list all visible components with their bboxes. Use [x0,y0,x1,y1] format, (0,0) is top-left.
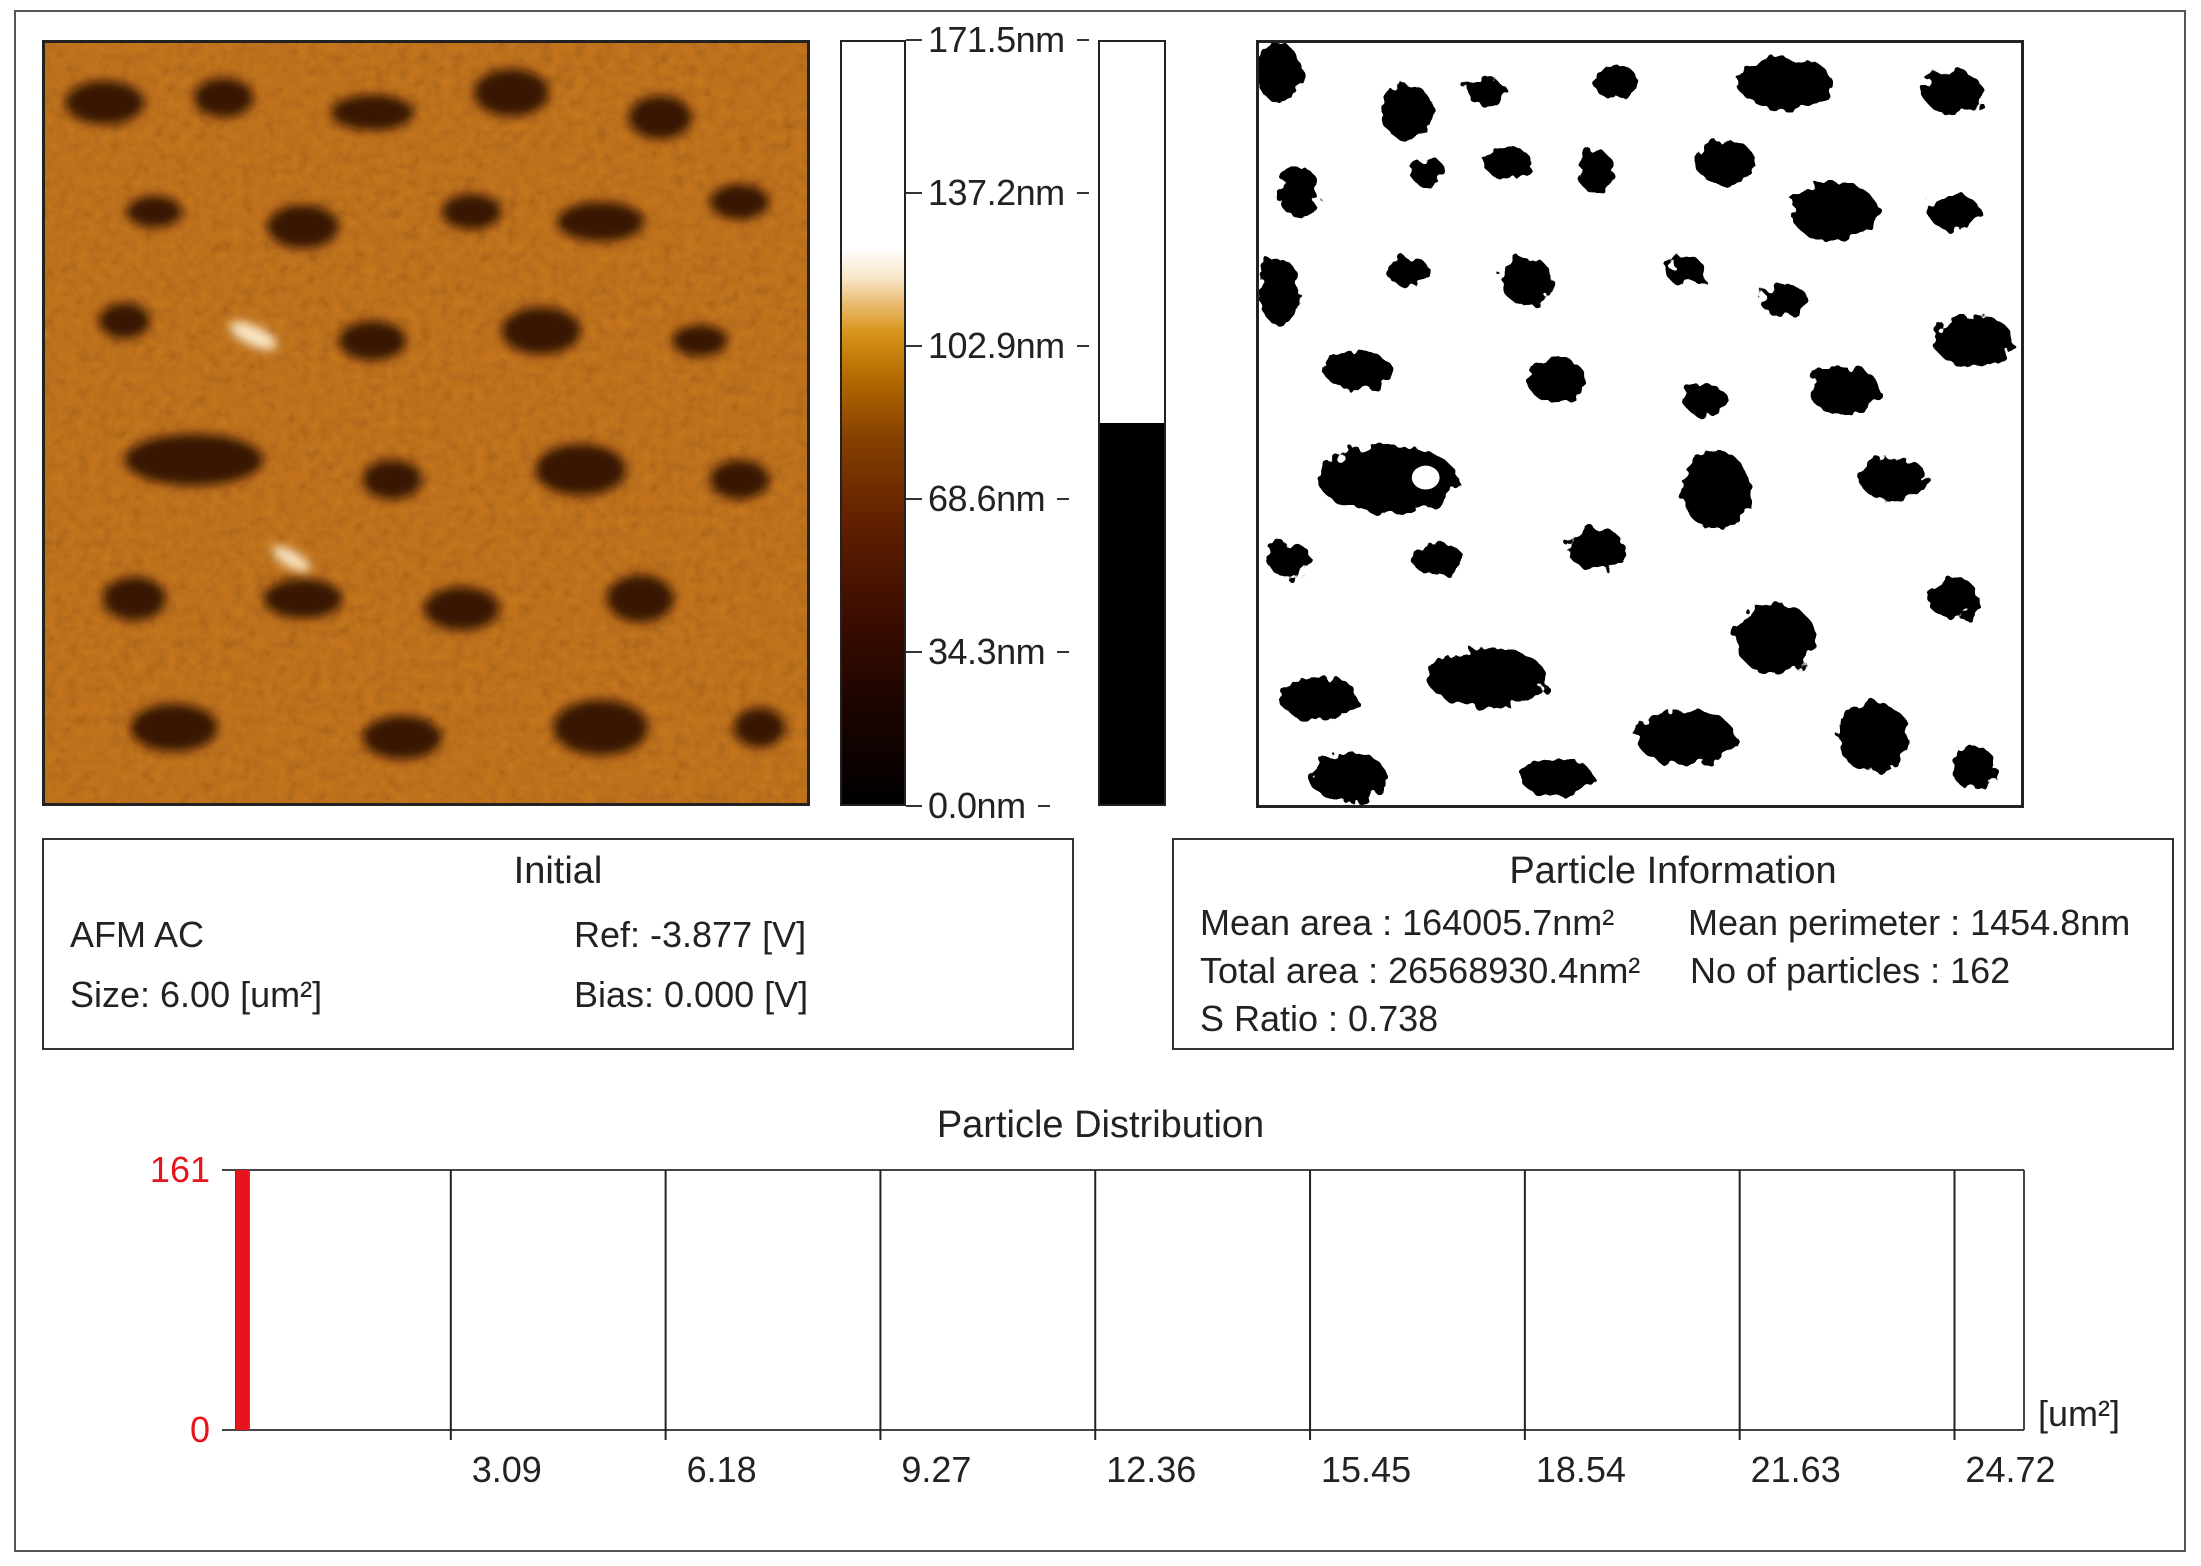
particle-count: No of particles : 162 [1690,950,2011,991]
scale-tick-label: 0.0nm [928,785,1026,826]
height-scale-ticks: 171.5nm 137.2nm 102.9nm 68.6nm 34.3nm 0.… [906,19,1096,826]
mean-perimeter: Mean perimeter : 1454.8nm [1688,902,2131,943]
scale-tick-label: 102.9nm [928,325,1065,366]
distribution-title: Particle Distribution [936,1104,1265,1146]
threshold-fill [1100,423,1164,804]
s-ratio: S Ratio : 0.738 [1200,998,1439,1039]
scale-tick-label: 34.3nm [928,631,1046,672]
bias-voltage: Bias: 0.000 [V] [574,974,809,1015]
threshold-bar[interactable] [1098,40,1166,806]
afm-topography-image [42,40,810,806]
scale-tick: 0.0nm [906,785,1050,826]
height-color-scale [840,40,906,806]
particle-info-panel: Particle Information Mean area : 164005.… [1172,838,2174,1050]
particle-info-title: Particle Information [1509,850,1837,892]
scale-tick-label: 137.2nm [928,172,1065,213]
total-area: Total area : 26568930.4nm² [1200,950,1641,991]
scan-size: Size: 6.00 [um²] [70,974,323,1015]
scale-tick: 171.5nm [906,19,1089,60]
particle-binary-image [1256,40,2024,808]
reference-voltage: Ref: -3.877 [V] [574,914,807,955]
scale-tick: 34.3nm [906,631,1070,672]
scale-tick: 68.6nm [906,478,1070,519]
scale-tick: 137.2nm [906,172,1089,213]
mode-label: AFM AC [70,914,205,955]
initial-title: Initial [513,850,603,892]
scale-tick-label: 68.6nm [928,478,1046,519]
scale-tick-label: 171.5nm [928,19,1065,60]
mean-area: Mean area : 164005.7nm² [1200,902,1615,943]
initial-info-panel: Initial AFM AC Size: 6.00 [um²] Ref: -3.… [42,838,1074,1050]
scale-tick: 102.9nm [906,325,1089,366]
